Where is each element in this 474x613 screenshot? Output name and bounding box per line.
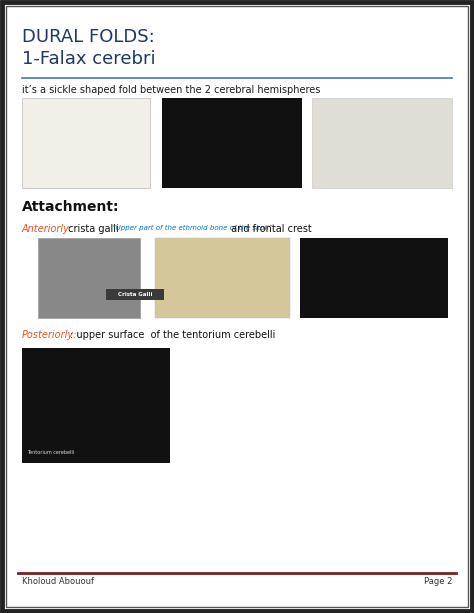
Text: Tentorium cerebelli: Tentorium cerebelli: [27, 450, 74, 455]
Text: Posteriorly:: Posteriorly:: [22, 330, 77, 340]
Text: Attachment:: Attachment:: [22, 200, 119, 214]
Text: Anteriorly:: Anteriorly:: [22, 224, 73, 234]
Bar: [300, 238, 448, 318]
Text: DURAL FOLDS:: DURAL FOLDS:: [22, 28, 155, 46]
Bar: [22, 98, 150, 188]
Text: Crista Galli: Crista Galli: [118, 292, 152, 297]
Bar: [312, 98, 452, 188]
Text: Page 2: Page 2: [424, 577, 452, 586]
Text: it’s a sickle shaped fold between the 2 cerebral hemispheres: it’s a sickle shaped fold between the 2 …: [22, 85, 320, 95]
Bar: [38, 238, 140, 318]
Bar: [22, 348, 170, 463]
Bar: [106, 289, 164, 300]
Text: Kholoud Abououf: Kholoud Abououf: [22, 577, 94, 586]
Bar: [155, 238, 290, 318]
Text: 1-Falax cerebri: 1-Falax cerebri: [22, 50, 155, 68]
Bar: [162, 98, 302, 188]
Text: and frontal crest: and frontal crest: [228, 224, 312, 234]
Text: “Upper part of the ethmoid bone of the skull”: “Upper part of the ethmoid bone of the s…: [112, 224, 272, 230]
Text: crista galli: crista galli: [65, 224, 119, 234]
Text: : upper surface  of the tentorium cerebelli: : upper surface of the tentorium cerebel…: [70, 330, 275, 340]
